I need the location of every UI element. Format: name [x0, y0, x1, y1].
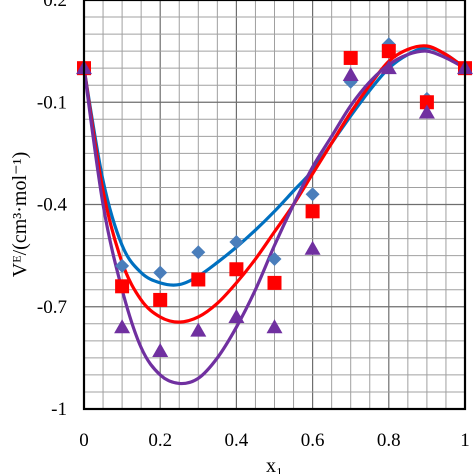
plot-border: [82, 0, 467, 411]
fit-curve-2: [82, 44, 467, 324]
triangle-marker: [304, 240, 321, 255]
square-marker: [115, 279, 130, 294]
square-marker: [343, 50, 358, 65]
y-tick-labels: -1 -0.7 -0.4 -0.1 0.2: [37, 0, 68, 420]
x-tick-label: 0: [79, 430, 89, 451]
square-marker: [305, 204, 320, 219]
triangle-marker: [114, 319, 131, 334]
square-marker: [229, 262, 244, 277]
y-tick-label: 0.2: [43, 0, 67, 11]
x-tick-label: 1: [460, 430, 470, 451]
square-marker: [381, 44, 396, 59]
diamond-marker: [191, 245, 206, 260]
grid: [84, 0, 465, 409]
diamond-marker: [267, 252, 282, 267]
y-axis-label: Vᴱ/(cm³·mol⁻¹): [9, 152, 31, 277]
triangle-marker: [228, 308, 245, 323]
diamond-marker: [229, 234, 244, 249]
triangle-marker: [342, 66, 359, 81]
square-marker: [153, 292, 168, 307]
x-tick-label: 0.6: [301, 430, 325, 451]
y-tick-label: -1: [51, 399, 67, 420]
x-tick-label: 0.8: [377, 430, 401, 451]
square-marker: [267, 275, 282, 290]
triangle-marker: [190, 322, 207, 337]
square-marker: [419, 95, 434, 110]
fit-curves: [82, 44, 467, 386]
diamond-marker: [153, 265, 168, 280]
triangle-marker: [380, 60, 397, 75]
x-tick-label: 0.4: [225, 430, 249, 451]
y-tick-label: -0.1: [37, 92, 67, 113]
triangle-marker: [266, 319, 283, 334]
plot-frame: [82, 0, 467, 411]
x-tick-labels: 0 0.2 0.4 0.6 0.8 1: [79, 430, 470, 451]
x-axis-label: x₁: [266, 455, 283, 474]
triangle-marker: [418, 104, 435, 119]
diamond-marker: [115, 258, 130, 273]
triangle-marker: [152, 343, 169, 358]
fit-curve-3: [82, 49, 467, 386]
diamond-marker: [305, 187, 320, 202]
data-markers: [76, 37, 473, 358]
x-tick-label: 0.2: [148, 430, 172, 451]
square-marker: [191, 272, 206, 287]
y-tick-label: -0.7: [37, 297, 67, 318]
y-tick-label: -0.4: [37, 195, 68, 216]
